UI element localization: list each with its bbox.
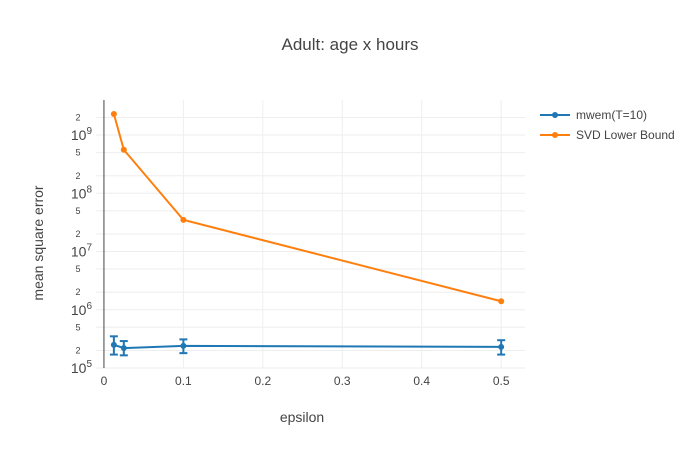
y-minor-tick-label: 5 xyxy=(75,148,80,158)
grid-layer xyxy=(96,100,525,369)
y-minor-tick-label: 5 xyxy=(75,264,80,274)
data-point xyxy=(120,146,127,153)
data-point xyxy=(180,216,187,223)
series-line xyxy=(113,343,502,350)
data-point xyxy=(110,110,117,117)
data-point xyxy=(180,342,187,349)
legend-marker xyxy=(552,112,558,118)
x-tick-label: 0.3 xyxy=(334,374,351,388)
data-point xyxy=(120,345,127,352)
series-mwem xyxy=(109,335,506,357)
data-point xyxy=(498,298,505,305)
x-tick-label: 0.2 xyxy=(254,374,271,388)
y-minor-tick-label: 2 xyxy=(75,113,80,123)
y-minor-tick-label: 2 xyxy=(75,287,80,297)
y-minor-tick-label: 2 xyxy=(75,171,80,181)
x-axis-label: epsilon xyxy=(280,409,324,425)
y-major-tick-label: 106 xyxy=(71,301,93,318)
y-minor-tick-label: 5 xyxy=(75,206,80,216)
legend-label: mwem(T=10) xyxy=(576,108,647,122)
y-major-tick-label: 109 xyxy=(71,126,93,143)
series-layer xyxy=(109,110,506,357)
y-major-tick-label: 107 xyxy=(71,243,93,260)
axis-layer: 0 0.1 0.2 0.3 0.4 0.5 105 106 107 108 109 2 5 2 5 2 5 2 5 2 xyxy=(71,100,510,388)
data-point xyxy=(498,343,505,350)
series-line xyxy=(112,113,502,303)
y-minor-tick-label: 2 xyxy=(75,345,80,355)
legend[interactable]: mwem(T=10) SVD Lower Bound xyxy=(540,108,675,142)
y-axis-label: mean square error xyxy=(30,185,46,301)
y-minor-tick-label: 5 xyxy=(75,322,80,332)
series-svd-lower-bound xyxy=(110,110,505,305)
legend-item-svd-lower-bound[interactable]: SVD Lower Bound xyxy=(540,128,675,142)
chart-title: Adult: age x hours xyxy=(281,35,418,54)
x-tick-label: 0 xyxy=(101,374,108,388)
y-minor-tick-label: 2 xyxy=(75,229,80,239)
y-major-tick-label: 105 xyxy=(71,359,93,376)
legend-label: SVD Lower Bound xyxy=(576,128,675,142)
x-tick-label: 0.4 xyxy=(413,374,430,388)
x-tick-label: 0.1 xyxy=(175,374,192,388)
legend-marker xyxy=(552,132,558,138)
y-major-tick-label: 108 xyxy=(71,184,93,201)
x-tick-label: 0.5 xyxy=(493,374,510,388)
legend-item-mwem[interactable]: mwem(T=10) xyxy=(540,108,647,122)
data-point xyxy=(110,341,117,348)
